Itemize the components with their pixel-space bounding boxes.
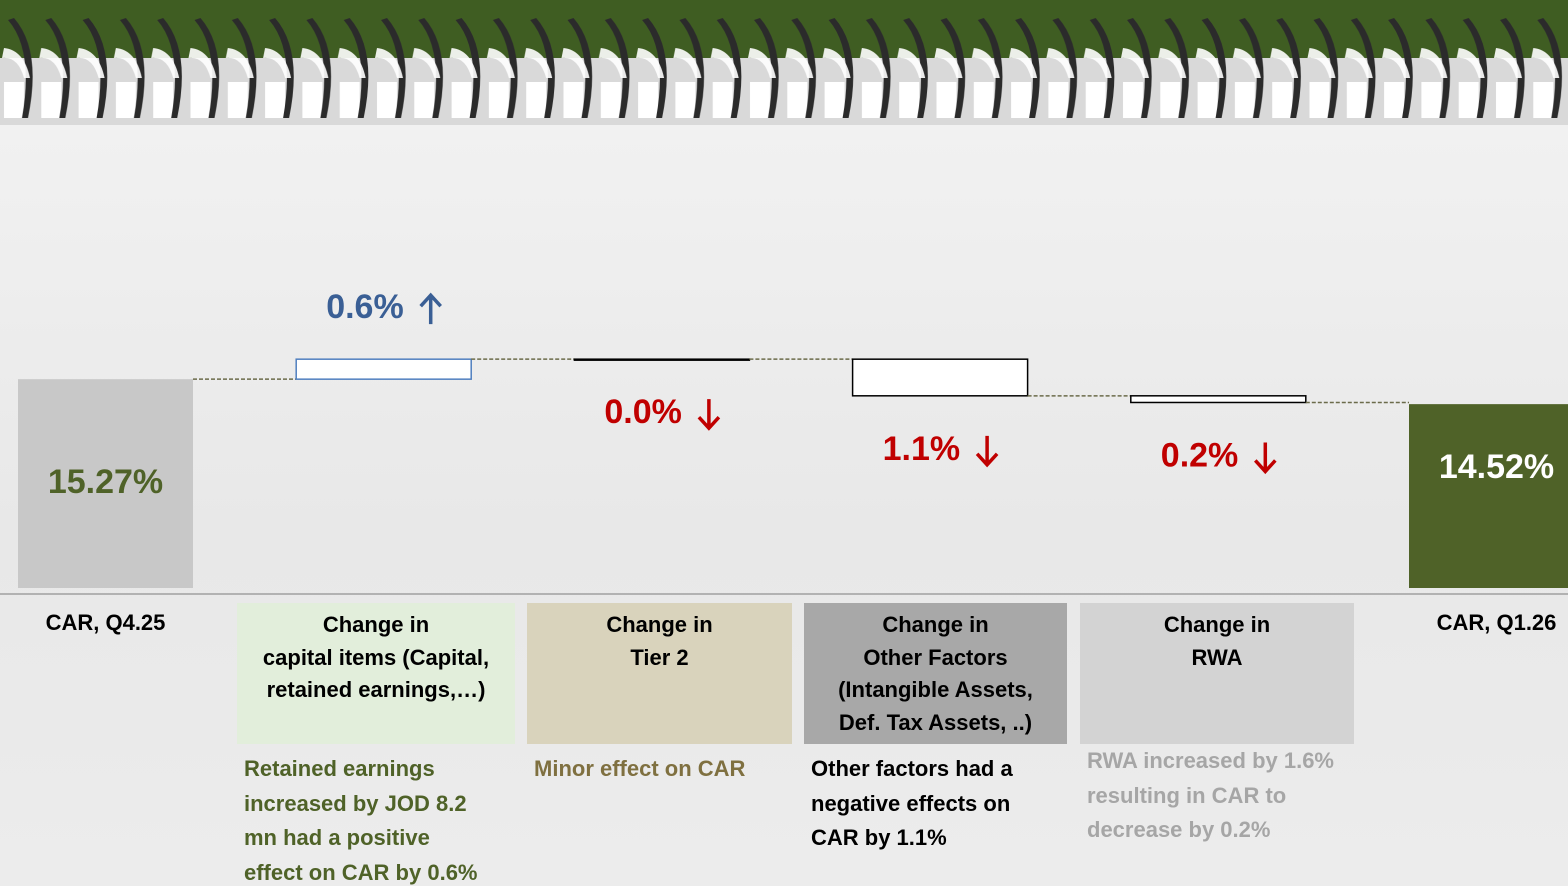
bar <box>18 379 193 588</box>
category-label: Change in capital items (Capital, retain… <box>237 603 515 744</box>
category-label: Change in RWA <box>1080 603 1354 744</box>
header-band <box>0 0 1568 125</box>
category-label: CAR, Q4.25 <box>45 610 166 635</box>
value-label: 0.0% <box>604 393 682 431</box>
bar <box>851 358 1029 397</box>
category-note: RWA increased by 1.6% resulting in CAR t… <box>1087 748 1334 842</box>
category-label: CAR, Q1.26 <box>1436 610 1557 635</box>
direction-arrow <box>419 292 442 325</box>
category-label: Change in Other Factors (Intangible Asse… <box>804 603 1067 744</box>
category-note: Retained earnings increased by JOD 8.2 m… <box>244 756 478 885</box>
category-label: Change in Tier 2 <box>527 603 792 744</box>
direction-arrow <box>697 399 721 431</box>
bar <box>1130 395 1307 404</box>
category-note: Other factors had a negative effects on … <box>811 756 1013 850</box>
value-label: 0.6% <box>326 288 404 326</box>
bar <box>295 358 472 380</box>
category-note: Minor effect on CAR <box>534 756 746 781</box>
value-label: 1.1% <box>883 430 961 468</box>
bar <box>573 358 751 361</box>
value-label: 0.2% <box>1161 436 1239 474</box>
direction-arrow <box>975 435 999 468</box>
value-label: 14.52% <box>1439 448 1554 486</box>
bar <box>1409 404 1568 588</box>
direction-arrow <box>1254 442 1277 475</box>
value-label: 15.27% <box>48 463 163 501</box>
